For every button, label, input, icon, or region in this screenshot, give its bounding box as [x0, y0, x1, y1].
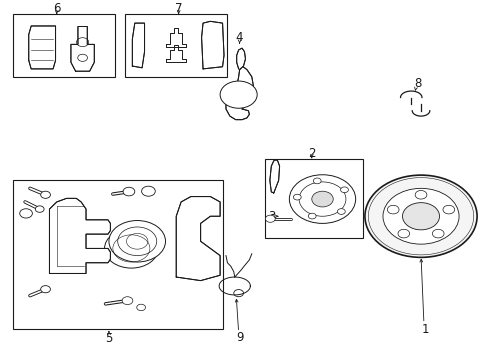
Polygon shape: [29, 26, 56, 69]
Circle shape: [397, 229, 409, 238]
Circle shape: [104, 229, 158, 268]
Text: 2: 2: [307, 147, 315, 160]
Bar: [13, 14, 115, 77]
Circle shape: [311, 191, 332, 207]
Circle shape: [340, 187, 347, 193]
Polygon shape: [225, 66, 254, 120]
Circle shape: [122, 297, 133, 305]
Circle shape: [20, 209, 32, 218]
Polygon shape: [176, 197, 220, 281]
Polygon shape: [49, 198, 110, 274]
Circle shape: [386, 205, 398, 214]
Circle shape: [220, 81, 257, 108]
Bar: [264, 159, 362, 238]
Bar: [13, 180, 222, 329]
Circle shape: [137, 304, 145, 311]
Circle shape: [293, 194, 301, 200]
Text: 8: 8: [413, 77, 421, 90]
Circle shape: [337, 209, 345, 215]
Polygon shape: [236, 48, 245, 69]
Polygon shape: [71, 27, 94, 71]
Text: 9: 9: [235, 331, 243, 345]
Circle shape: [265, 215, 275, 222]
Polygon shape: [269, 160, 279, 193]
Text: 5: 5: [105, 332, 112, 345]
Circle shape: [307, 213, 315, 219]
Circle shape: [313, 178, 321, 184]
Circle shape: [402, 203, 439, 230]
Text: 7: 7: [175, 2, 182, 15]
Circle shape: [35, 206, 44, 212]
Polygon shape: [201, 21, 224, 69]
Circle shape: [41, 191, 50, 198]
Polygon shape: [132, 23, 144, 68]
Bar: [125, 14, 227, 77]
Circle shape: [41, 285, 50, 293]
Circle shape: [142, 186, 155, 196]
Circle shape: [382, 188, 458, 244]
Circle shape: [123, 187, 135, 196]
Text: 3: 3: [267, 210, 275, 223]
Text: 4: 4: [234, 31, 242, 44]
Circle shape: [109, 221, 165, 262]
Circle shape: [431, 229, 443, 238]
Circle shape: [442, 205, 454, 214]
Circle shape: [364, 175, 476, 257]
Text: 6: 6: [53, 2, 61, 15]
Circle shape: [414, 190, 426, 199]
Circle shape: [289, 175, 355, 224]
Text: 1: 1: [421, 324, 429, 337]
